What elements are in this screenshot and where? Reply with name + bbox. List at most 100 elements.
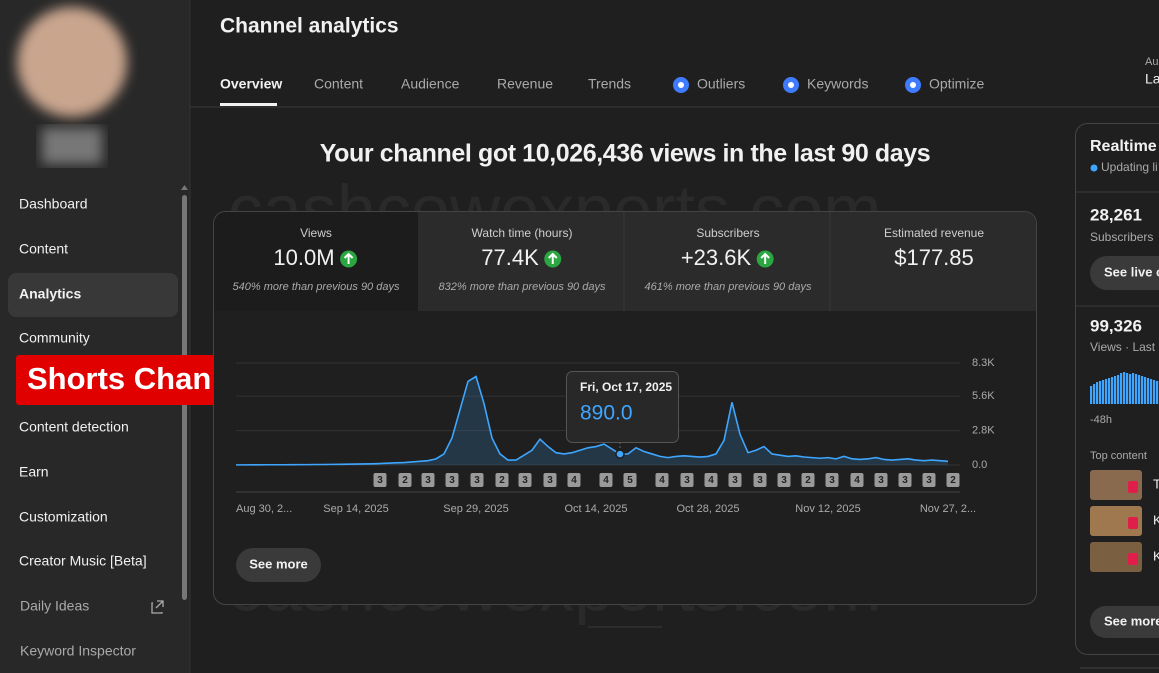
upload-badge — [655, 473, 669, 487]
tab[interactable]: Overview — [220, 76, 282, 92]
y-tick-label: 0.0 — [972, 459, 987, 471]
realtime-bar — [1123, 372, 1126, 404]
y-tick-label: 8.3K — [972, 357, 995, 369]
sidebar — [0, 0, 190, 673]
nav-item[interactable]: Keyword Inspector — [20, 643, 136, 659]
realtime-bar — [1111, 377, 1114, 404]
realtime-bar — [1135, 374, 1138, 404]
see-more-label[interactable]: See more — [249, 556, 308, 571]
nav-item[interactable]: Creator Music [Beta] — [19, 553, 147, 569]
nav-item[interactable]: Content detection — [19, 419, 129, 435]
upload-badge — [946, 473, 960, 487]
upload-badge-count: 4 — [603, 475, 609, 486]
tab[interactable]: Revenue — [497, 76, 553, 92]
views-label: Views · Last — [1090, 340, 1156, 354]
nav-item[interactable]: Dashboard — [19, 196, 88, 212]
live-count-button[interactable] — [1090, 256, 1159, 290]
tooltip-value: 890.0 — [580, 402, 633, 425]
upload-badge — [825, 473, 839, 487]
headline: Your channel got 10,026,436 views in the… — [320, 140, 931, 168]
tab[interactable]: Keywords — [807, 76, 868, 92]
line — [236, 375, 949, 466]
tab[interactable]: Content — [314, 76, 363, 92]
upload-badge — [373, 473, 387, 487]
see-more-button[interactable] — [236, 548, 321, 582]
x-tick-label: Sep 29, 2025 — [443, 503, 508, 515]
nav-active — [8, 273, 178, 317]
realtime-see-more-label[interactable]: See more — [1104, 613, 1159, 628]
upload-badge — [753, 473, 767, 487]
upload-badge — [728, 473, 742, 487]
realtime-bar — [1141, 376, 1144, 404]
upload-badge — [801, 473, 815, 487]
realtime-bar — [1126, 373, 1129, 404]
y-tick-label: 5.6K — [972, 390, 995, 402]
realtime-bar — [1117, 375, 1120, 404]
tab[interactable]: Trends — [588, 76, 631, 92]
upload-badge-count: 3 — [926, 475, 932, 486]
cropped-text: Au — [1145, 56, 1158, 68]
realtime-bar — [1129, 374, 1132, 404]
realtime-bar — [1096, 382, 1099, 404]
upload-badge-count: 3 — [449, 475, 455, 486]
nav-item[interactable]: Earn — [19, 464, 49, 480]
tooltip — [566, 371, 679, 443]
x-tick-label: Nov 12, 2025 — [795, 503, 860, 515]
x-tick-label: Nov 27, 2... — [920, 503, 976, 515]
x-tick-label: Oct 14, 2025 — [565, 503, 628, 515]
metric-label: Estimated revenue — [884, 226, 984, 240]
avatar — [17, 7, 127, 117]
top-content-title[interactable]: K — [1153, 512, 1159, 527]
upload-badge-count: 3 — [902, 475, 908, 486]
realtime-bar — [1114, 376, 1117, 404]
tab[interactable]: Outliers — [697, 76, 745, 92]
metrics-row-bg — [418, 212, 1036, 311]
nav-item[interactable]: Customization — [19, 509, 108, 525]
top-content-title[interactable]: K — [1153, 548, 1159, 563]
realtime-title: Realtime — [1090, 138, 1157, 155]
realtime-bar — [1105, 379, 1108, 404]
external-link-icon — [151, 600, 164, 614]
views-count: 99,326 — [1090, 316, 1142, 335]
nav-item[interactable]: Daily Ideas — [20, 598, 89, 614]
nav-item[interactable]: Community — [19, 330, 90, 346]
realtime-see-more[interactable] — [1090, 606, 1159, 638]
nav-item[interactable]: Analytics — [19, 286, 81, 302]
shorts-icon — [1128, 481, 1138, 493]
tab-icon-dot — [678, 82, 684, 88]
upload-badge-count: 2 — [499, 475, 505, 486]
realtime-bar — [1108, 378, 1111, 404]
metric-value: +23.6K — [681, 245, 752, 270]
realtime-bar — [1090, 386, 1093, 404]
shorts-icon — [1128, 553, 1138, 565]
tooltip-point — [615, 449, 625, 459]
realtime-axis-label: -48h — [1090, 414, 1112, 426]
upload-badge — [398, 473, 412, 487]
tab-icon-dot — [910, 82, 916, 88]
realtime-bar — [1150, 379, 1153, 404]
upload-badge — [470, 473, 484, 487]
upload-badge-count: 3 — [474, 475, 480, 486]
upload-badge-count: 3 — [425, 475, 431, 486]
upload-badge-count: 4 — [708, 475, 714, 486]
realtime-bar — [1102, 380, 1105, 404]
trend-up-arrow — [343, 252, 354, 264]
realtime-bar — [1120, 373, 1123, 404]
live-count-label[interactable]: See live c — [1104, 264, 1159, 279]
upload-badge-count: 3 — [377, 475, 383, 486]
tab[interactable]: Audience — [401, 76, 460, 92]
nav-item[interactable]: Content — [19, 241, 68, 257]
subscriber-count: 28,261 — [1090, 205, 1142, 224]
realtime-bar — [1138, 375, 1141, 404]
upload-badge-count: 2 — [950, 475, 956, 486]
metric-label: Subscribers — [696, 226, 759, 240]
upload-badge — [495, 473, 509, 487]
upload-badge — [599, 473, 613, 487]
realtime-bar — [1093, 384, 1096, 404]
upload-badge — [623, 473, 637, 487]
top-content-title[interactable]: T — [1153, 476, 1159, 491]
tab[interactable]: Optimize — [929, 76, 984, 92]
upload-badge — [680, 473, 694, 487]
